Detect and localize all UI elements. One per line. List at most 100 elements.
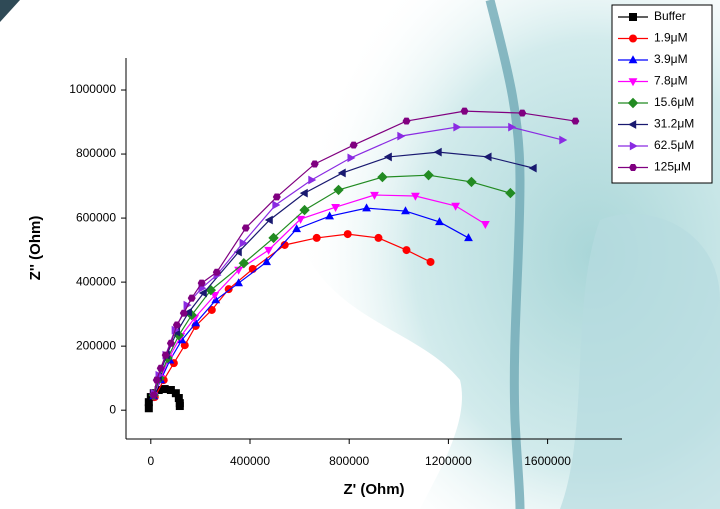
data-point [174, 394, 183, 403]
data-point [299, 188, 308, 198]
data-point [559, 135, 568, 145]
data-point [292, 224, 302, 233]
data-point [268, 232, 279, 244]
data-point [451, 202, 460, 211]
data-point [171, 389, 180, 398]
data-point [179, 309, 188, 317]
data-point [426, 257, 435, 266]
data-point [343, 230, 352, 239]
legend-marker [628, 78, 638, 87]
data-point [310, 160, 319, 168]
data-point [401, 206, 410, 215]
data-point [460, 107, 469, 115]
x-axis-title: Z' (Ohm) [343, 481, 404, 498]
data-point [239, 238, 248, 248]
x-tick-label: 400000 [230, 454, 270, 468]
legend-label: 125μM [654, 160, 691, 174]
data-point [234, 278, 243, 287]
data-point [272, 193, 281, 201]
y-tick-label: 1000000 [69, 82, 116, 96]
data-point [528, 163, 537, 173]
data-point [423, 169, 434, 181]
y-tick-label: 800000 [76, 146, 116, 160]
data-point [464, 233, 473, 242]
y-tick-label: 200000 [76, 338, 116, 352]
x-tick-label: 0 [147, 454, 154, 468]
data-point [308, 175, 317, 185]
series-line [153, 151, 534, 395]
data-point [211, 295, 221, 304]
data-point [466, 176, 477, 188]
data-point [241, 224, 250, 232]
data-point [299, 204, 310, 216]
data-point [383, 152, 392, 162]
data-point [312, 233, 321, 242]
legend-marker [629, 141, 638, 151]
watercolor-wash [560, 213, 720, 509]
series-line [153, 194, 486, 397]
watercolor-stroke [485, 0, 525, 509]
y-tick-label: 400000 [76, 274, 116, 288]
data-point [177, 335, 187, 344]
y-tick-label: 600000 [76, 210, 116, 224]
data-point [362, 203, 371, 212]
data-point [508, 122, 517, 132]
data-point [152, 376, 161, 384]
data-point [198, 288, 207, 298]
data-point [156, 364, 165, 372]
legend-label: 15.6μM [654, 95, 694, 109]
data-point [175, 402, 184, 411]
data-point [370, 191, 379, 200]
data-point [377, 171, 388, 183]
data-point [435, 217, 444, 226]
data-point [480, 220, 490, 229]
data-point [166, 339, 175, 347]
data-point [333, 184, 344, 196]
data-point [571, 117, 580, 125]
x-tick-label: 800000 [329, 454, 369, 468]
legend-marker [629, 13, 637, 21]
data-point [453, 122, 462, 132]
y-axis-title: Z'' (Ohm) [27, 216, 44, 281]
data-point [160, 385, 169, 394]
legend-label: Buffer [654, 9, 686, 23]
data-point [191, 318, 201, 327]
legend-marker [628, 120, 637, 129]
data-point [397, 131, 406, 141]
data-point [166, 386, 175, 395]
x-tick-label: 1600000 [524, 454, 571, 468]
x-tick-label: 1200000 [425, 454, 472, 468]
legend-label: 3.9μM [654, 52, 688, 66]
legend-label: 1.9μM [654, 31, 688, 45]
data-point [264, 215, 273, 225]
data-point [144, 398, 153, 407]
data-point [210, 292, 220, 301]
legend-label: 62.5μM [654, 138, 694, 152]
data-point [505, 187, 516, 199]
data-point [183, 307, 192, 317]
data-point [337, 168, 346, 178]
data-point [187, 294, 196, 302]
data-point [296, 215, 305, 224]
data-point [172, 321, 181, 329]
data-point [264, 246, 273, 255]
data-point [144, 404, 153, 413]
data-point [402, 117, 411, 125]
legend-label: 31.2μM [654, 117, 694, 131]
legend-marker [628, 55, 638, 64]
data-point [238, 258, 249, 269]
data-point [272, 200, 281, 210]
data-point [224, 285, 233, 294]
data-point [402, 246, 411, 255]
data-point [197, 279, 206, 287]
data-point [149, 391, 158, 399]
legend-marker [629, 34, 637, 43]
data-point [212, 268, 221, 276]
data-point [518, 109, 527, 117]
legend-marker [627, 97, 639, 109]
data-point [347, 153, 356, 163]
data-point [233, 247, 242, 257]
data-point [161, 351, 170, 359]
legend-box [611, 4, 713, 184]
